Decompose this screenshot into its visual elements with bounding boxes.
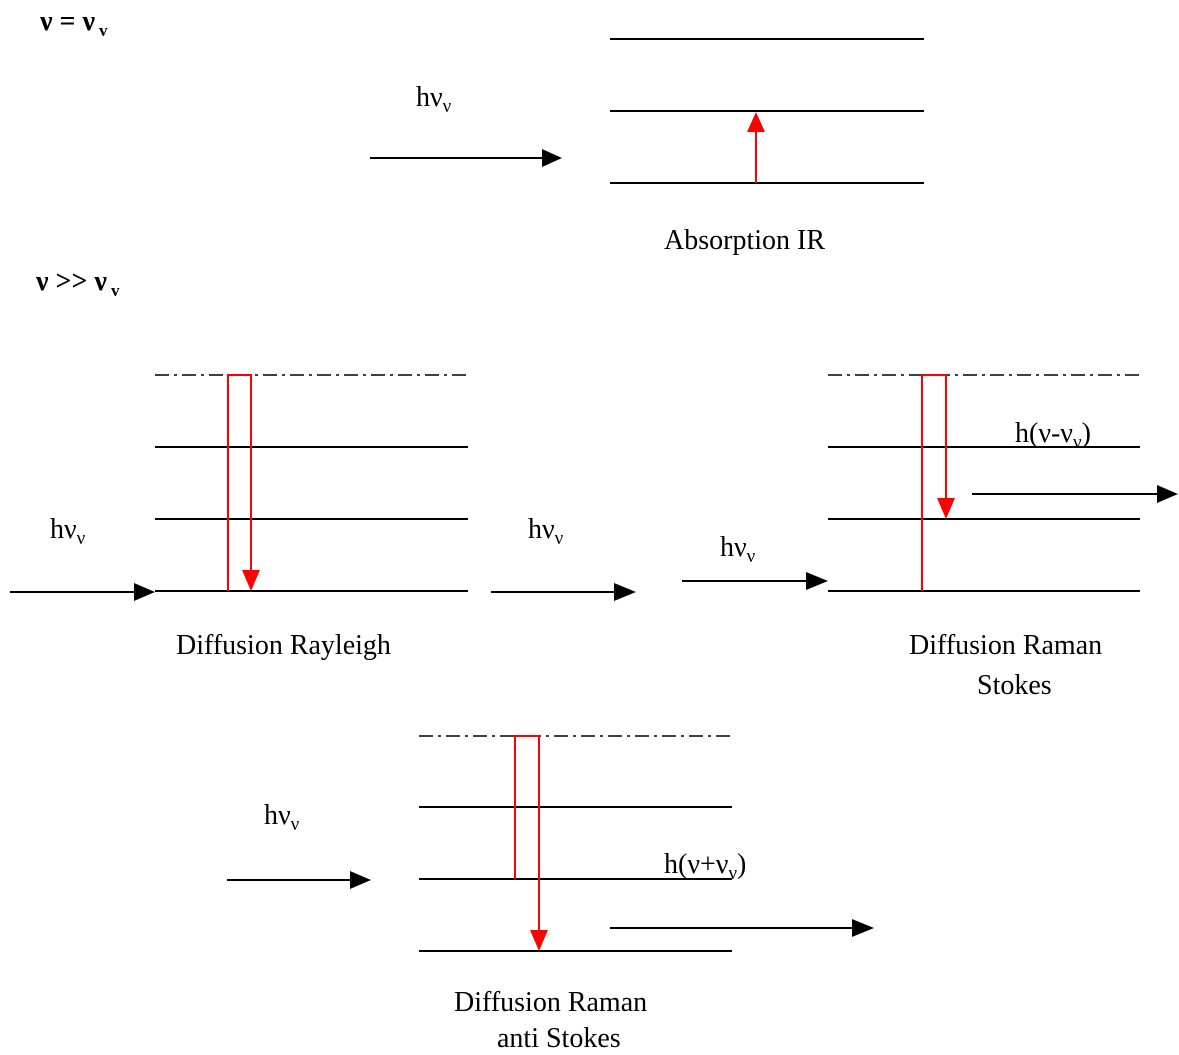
photon-label-h-nu-v: hνν	[720, 532, 756, 567]
rayleigh-transition	[228, 375, 251, 591]
incoming-photon-arrowhead	[542, 149, 562, 167]
photon-label-h-nu-v: hνν	[528, 514, 564, 549]
caption-raman-anti-stokes-line1: Diffusion Raman	[454, 987, 647, 1018]
anti-stokes-arrowhead	[530, 930, 548, 951]
caption-absorption-ir: Absorption IR	[664, 225, 825, 256]
caption-raman-anti-stokes-line2: anti Stokes	[497, 1023, 621, 1054]
incoming-photon-arrowhead	[134, 583, 155, 601]
scattered-photon-arrowhead	[614, 583, 636, 601]
raman-anti-stokes-panel: hνν h(ν+νν) Diffusion Raman anti Stokes	[227, 736, 874, 1054]
photon-label-h-nu-v: hνν	[264, 800, 300, 835]
scattered-photon-arrowhead	[1157, 485, 1178, 503]
photon-label-stokes: h(ν-νν)	[1015, 418, 1091, 453]
incoming-photon-arrowhead	[806, 572, 828, 590]
absorption-arrowhead	[747, 112, 765, 132]
caption-rayleigh: Diffusion Rayleigh	[176, 630, 391, 661]
incoming-photon-arrowhead	[350, 871, 371, 889]
photon-label-h-nu-v: hνν	[416, 82, 452, 117]
scattered-photon-arrowhead	[852, 919, 874, 937]
anti-stokes-transition	[515, 736, 539, 932]
stokes-transition	[922, 375, 946, 591]
rayleigh-panel: hνν hνν Diffusion Rayleigh	[10, 375, 636, 661]
stokes-arrowhead	[937, 498, 955, 519]
raman-stokes-panel: hνν h(ν-νν) Diffusion Raman Stokes	[682, 375, 1178, 701]
photon-label-h-nu-v: hνν	[50, 514, 86, 549]
caption-raman-stokes-line1: Diffusion Raman	[909, 630, 1102, 661]
photon-label-anti-stokes: h(ν+νν)	[664, 849, 746, 884]
rayleigh-arrowhead	[242, 570, 260, 591]
absorption-ir-panel: hνν Absorption IR	[370, 39, 924, 256]
caption-raman-stokes-line2: Stokes	[977, 670, 1052, 701]
